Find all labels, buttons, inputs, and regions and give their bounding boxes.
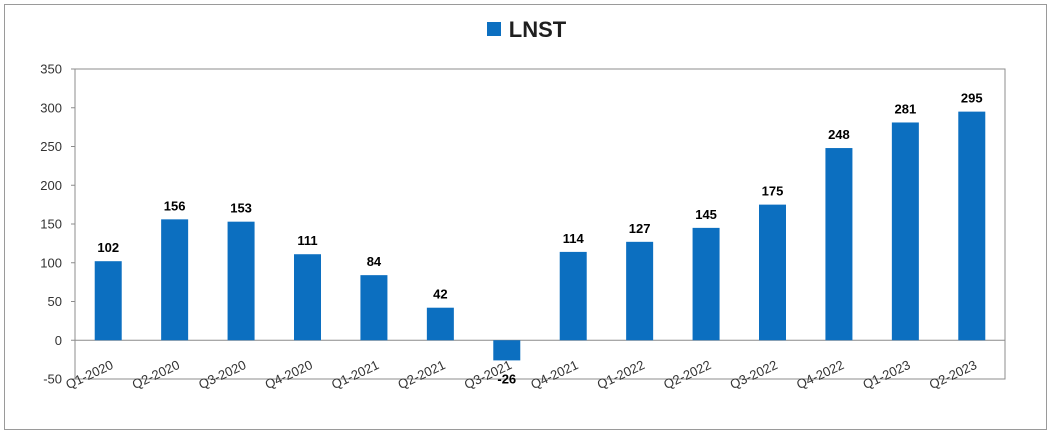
bar-q3-2020	[227, 221, 255, 341]
x-tick-label: Q2-2021	[395, 357, 447, 392]
data-label: 42	[433, 287, 447, 302]
bar-q3-2021	[493, 340, 521, 361]
y-tick-label: 0	[55, 333, 62, 348]
x-tick-label: Q4-2022	[794, 357, 846, 392]
bar-q1-2020	[94, 261, 122, 341]
bar-q2-2022	[692, 227, 720, 341]
y-tick-label: -50	[43, 372, 62, 387]
x-tick-label: Q2-2020	[130, 357, 182, 392]
data-label: -26	[497, 371, 516, 386]
data-label: 175	[762, 184, 784, 199]
y-tick-label: 350	[40, 62, 62, 77]
x-tick-label: Q4-2020	[263, 357, 315, 392]
data-label: 127	[629, 221, 651, 236]
bar-q1-2023	[891, 122, 919, 341]
data-label: 248	[828, 127, 850, 142]
legend-swatch	[486, 22, 501, 36]
x-tick-label: Q3-2022	[728, 357, 780, 392]
bar-q4-2020	[294, 254, 321, 341]
data-label: 145	[695, 207, 717, 222]
data-label: 156	[164, 198, 186, 213]
bar-q1-2022	[626, 241, 654, 341]
data-label: 295	[961, 91, 983, 106]
data-label: 102	[97, 240, 119, 255]
bar-q2-2023	[958, 111, 986, 341]
legend-label: LNST	[508, 17, 567, 42]
x-tick-label: Q2-2022	[661, 357, 713, 392]
data-label: 153	[230, 201, 252, 216]
data-label: 281	[895, 101, 917, 116]
data-label: 84	[367, 254, 382, 269]
bar-q2-2021	[426, 307, 454, 341]
bar-q2-2020	[161, 219, 189, 341]
bar-q4-2021	[559, 251, 587, 341]
bar-q4-2022	[825, 148, 853, 341]
y-tick-label: 300	[40, 100, 62, 115]
y-tick-label: 200	[40, 178, 62, 193]
y-tick-label: 50	[48, 294, 62, 309]
bar-q1-2021	[360, 275, 388, 341]
x-tick-label: Q1-2020	[63, 357, 115, 392]
data-label: 111	[297, 233, 317, 248]
bar-q3-2022	[759, 204, 786, 341]
x-tick-label: Q4-2021	[528, 357, 580, 392]
x-tick-label: Q1-2021	[329, 357, 381, 392]
y-tick-label: 250	[40, 139, 62, 154]
chart-frame	[4, 4, 1047, 430]
y-tick-label: 150	[40, 217, 62, 232]
x-tick-label: Q3-2020	[196, 357, 248, 392]
x-tick-label: Q2-2023	[927, 357, 979, 392]
x-tick-label: Q1-2023	[860, 357, 912, 392]
plot-area	[74, 68, 1006, 380]
y-tick-label: 100	[40, 255, 62, 270]
x-tick-label: Q1-2022	[595, 357, 647, 392]
data-label: 114	[563, 231, 585, 246]
legend: LNST	[0, 16, 1053, 44]
